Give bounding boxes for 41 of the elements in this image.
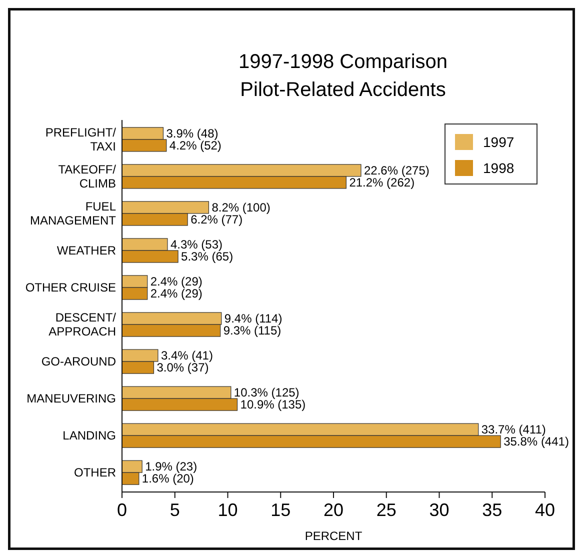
data-label: 9.3% (115) xyxy=(223,324,282,338)
chart-subtitle: Pilot-Related Accidents xyxy=(240,79,446,101)
data-label: 3.4% (41) xyxy=(160,348,213,363)
x-tick-label: 30 xyxy=(429,500,450,520)
y-tick-label: GO-AROUND xyxy=(41,354,116,369)
x-tick-label: 40 xyxy=(534,500,556,520)
data-label: 3.9% (48) xyxy=(166,126,218,140)
y-tick-label: OTHER CRUISE xyxy=(25,280,116,294)
y-tick-label: WEATHER xyxy=(56,243,116,258)
data-label: 6.2% (77) xyxy=(190,212,243,226)
data-label: 1.9% (23) xyxy=(145,460,198,474)
x-tick-label: 10 xyxy=(218,500,238,520)
data-label: 3.0% (37) xyxy=(156,360,209,375)
y-tick-label: LANDING xyxy=(62,428,116,443)
y-tick-label: OTHER xyxy=(74,466,116,480)
y-tick-label: MANEUVERING xyxy=(26,392,116,406)
x-axis-title: PERCENT xyxy=(304,529,363,543)
x-tick-label: 35 xyxy=(482,500,502,520)
x-tick-label: 5 xyxy=(170,500,180,520)
data-label: 10.9% (135) xyxy=(240,398,306,412)
y-tick-label: TAKEOFF/ CLIMB xyxy=(58,162,117,190)
x-tick-label: 20 xyxy=(323,500,344,520)
data-label: 8.2% (100) xyxy=(212,200,270,214)
legend-label: 1998 xyxy=(483,160,514,176)
y-tick-label: PREFLIGHT/ TAXI xyxy=(45,125,117,154)
y-tick-label: DESCENT/ APPROACH xyxy=(48,310,117,339)
data-label: 35.8% (441) xyxy=(504,434,569,449)
data-label: 22.6% (275) xyxy=(364,163,430,178)
data-label: 2.4% (29) xyxy=(150,274,202,288)
data-label: 2.4% (29) xyxy=(150,286,202,301)
data-label: 10.3% (125) xyxy=(234,386,300,400)
x-tick-label: 15 xyxy=(270,500,291,520)
legend-label: 1997 xyxy=(483,134,514,150)
x-tick-label: 0 xyxy=(116,500,128,520)
data-label: 9.4% (114) xyxy=(224,311,282,326)
data-label: 33.7% (411) xyxy=(481,422,546,437)
data-label: 1.6% (20) xyxy=(142,472,194,486)
data-label: 4.3% (53) xyxy=(170,237,223,252)
chart-title: 1997-1998 Comparison xyxy=(238,51,448,73)
x-tick-label: 25 xyxy=(376,500,396,520)
y-tick-label: FUEL MANAGEMENT xyxy=(30,199,117,228)
